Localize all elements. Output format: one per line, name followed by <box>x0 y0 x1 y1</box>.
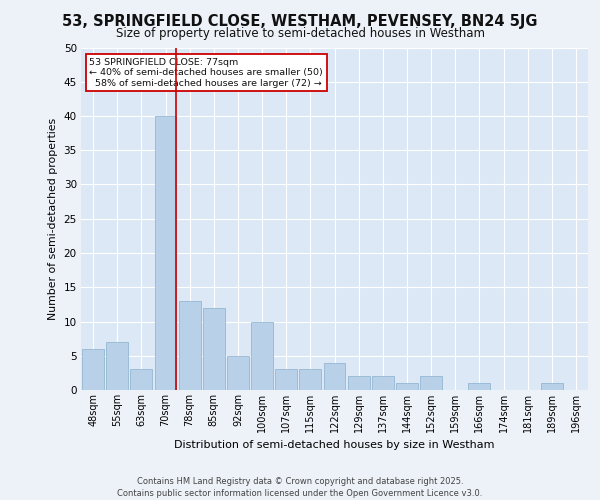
Bar <box>227 356 249 390</box>
Text: Contains HM Land Registry data © Crown copyright and database right 2025.
Contai: Contains HM Land Registry data © Crown c… <box>118 476 482 498</box>
Bar <box>420 376 442 390</box>
Bar <box>541 383 563 390</box>
Bar <box>179 301 200 390</box>
Bar <box>396 383 418 390</box>
Bar <box>155 116 176 390</box>
Bar <box>348 376 370 390</box>
Bar <box>203 308 224 390</box>
Bar <box>299 370 321 390</box>
Text: Size of property relative to semi-detached houses in Westham: Size of property relative to semi-detach… <box>115 28 485 40</box>
Bar <box>106 342 128 390</box>
Text: 53, SPRINGFIELD CLOSE, WESTHAM, PEVENSEY, BN24 5JG: 53, SPRINGFIELD CLOSE, WESTHAM, PEVENSEY… <box>62 14 538 29</box>
Y-axis label: Number of semi-detached properties: Number of semi-detached properties <box>48 118 58 320</box>
Bar <box>82 349 104 390</box>
Bar <box>323 362 346 390</box>
Bar <box>251 322 273 390</box>
Bar <box>469 383 490 390</box>
X-axis label: Distribution of semi-detached houses by size in Westham: Distribution of semi-detached houses by … <box>174 440 495 450</box>
Text: 53 SPRINGFIELD CLOSE: 77sqm
← 40% of semi-detached houses are smaller (50)
  58%: 53 SPRINGFIELD CLOSE: 77sqm ← 40% of sem… <box>89 58 323 88</box>
Bar <box>130 370 152 390</box>
Bar <box>275 370 297 390</box>
Bar <box>372 376 394 390</box>
